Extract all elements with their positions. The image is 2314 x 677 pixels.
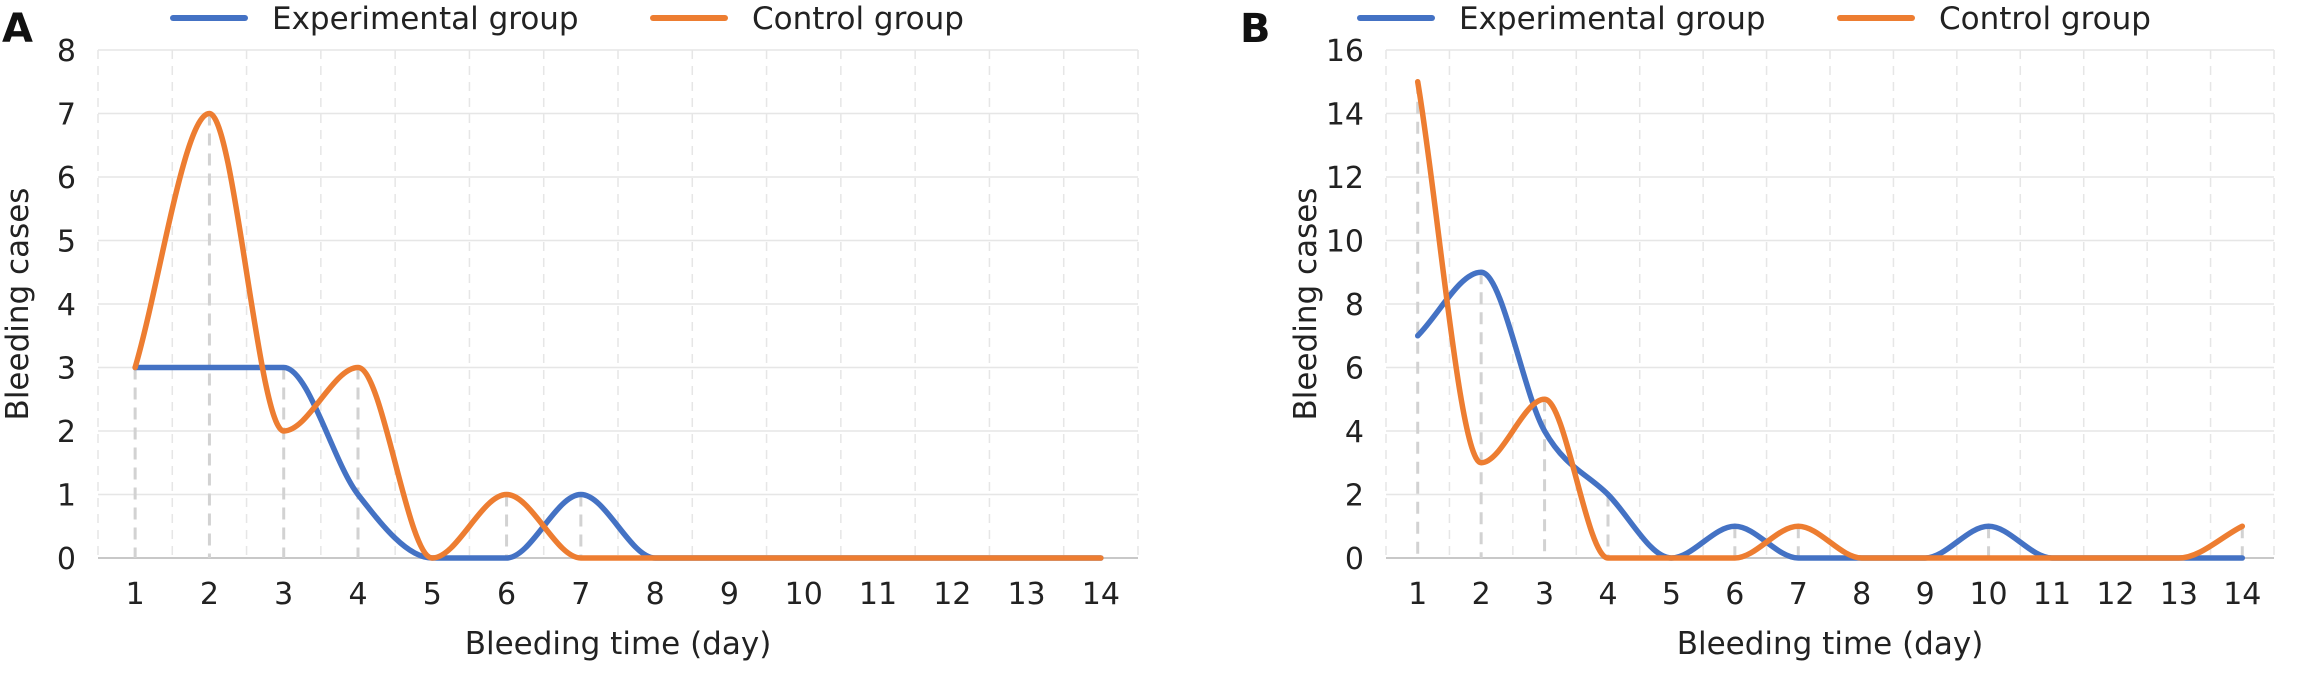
x-tick-label: 2 (1472, 577, 1491, 612)
x-tick-label: 10 (785, 577, 823, 612)
x-tick-label: 2 (200, 577, 219, 612)
y-tick-label: 8 (1345, 288, 1364, 323)
panel-letter: A (2, 6, 33, 52)
y-tick-label: 5 (57, 225, 76, 260)
legend-label: Experimental group (1459, 1, 1766, 37)
y-tick-label: 7 (57, 98, 76, 133)
x-tick-label: 1 (126, 577, 145, 612)
x-tick-label: 5 (423, 577, 442, 612)
series-line-control-group (132, 110, 1104, 561)
x-tick-label: 12 (933, 577, 971, 612)
y-axis-title: Bleeding cases (1288, 188, 1324, 421)
panel-letter: B (1240, 6, 1271, 52)
x-tick-label: 13 (1007, 577, 1045, 612)
y-tick-label: 14 (1326, 98, 1364, 133)
y-tick-label: 3 (57, 352, 76, 387)
y-tick-label: 0 (57, 542, 76, 577)
y-tick-label: 4 (57, 288, 76, 323)
x-tick-label: 9 (1916, 577, 1935, 612)
x-tick-label: 6 (497, 577, 516, 612)
x-tick-label: 14 (2223, 577, 2261, 612)
x-tick-label: 13 (2160, 577, 2198, 612)
x-tick-label: 4 (1598, 577, 1617, 612)
x-tick-label: 4 (348, 577, 367, 612)
x-tick-label: 12 (2096, 577, 2134, 612)
x-axis-title: Bleeding time (day) (465, 626, 772, 662)
legend-label: Control group (752, 1, 964, 37)
y-tick-label: 2 (57, 415, 76, 450)
y-tick-label: 10 (1326, 225, 1364, 260)
x-tick-label: 9 (720, 577, 739, 612)
series-line-control-group (1414, 79, 2246, 561)
x-tick-label: 1 (1408, 577, 1427, 612)
x-tick-label: 10 (1969, 577, 2007, 612)
x-tick-label: 3 (274, 577, 293, 612)
x-tick-label: 6 (1725, 577, 1744, 612)
x-tick-label: 11 (2033, 577, 2071, 612)
x-tick-label: 5 (1662, 577, 1681, 612)
y-tick-label: 6 (57, 161, 76, 196)
x-tick-label: 11 (859, 577, 897, 612)
y-tick-label: 12 (1326, 161, 1364, 196)
series-line-experimental-group (132, 364, 1104, 561)
y-tick-label: 4 (1345, 415, 1364, 450)
x-tick-label: 8 (646, 577, 665, 612)
y-tick-label: 6 (1345, 352, 1364, 387)
y-tick-label: 1 (57, 479, 76, 514)
y-tick-label: 8 (57, 34, 76, 69)
y-tick-label: 16 (1326, 34, 1364, 69)
x-axis-title: Bleeding time (day) (1677, 626, 1984, 662)
y-axis-title: Bleeding cases (0, 188, 36, 421)
x-tick-label: 8 (1852, 577, 1871, 612)
y-tick-label: 0 (1345, 542, 1364, 577)
x-tick-label: 7 (571, 577, 590, 612)
x-tick-label: 3 (1535, 577, 1554, 612)
legend-label: Control group (1939, 1, 2151, 37)
x-tick-label: 7 (1789, 577, 1808, 612)
y-tick-label: 2 (1345, 479, 1364, 514)
x-tick-label: 14 (1082, 577, 1120, 612)
legend-label: Experimental group (272, 1, 579, 37)
